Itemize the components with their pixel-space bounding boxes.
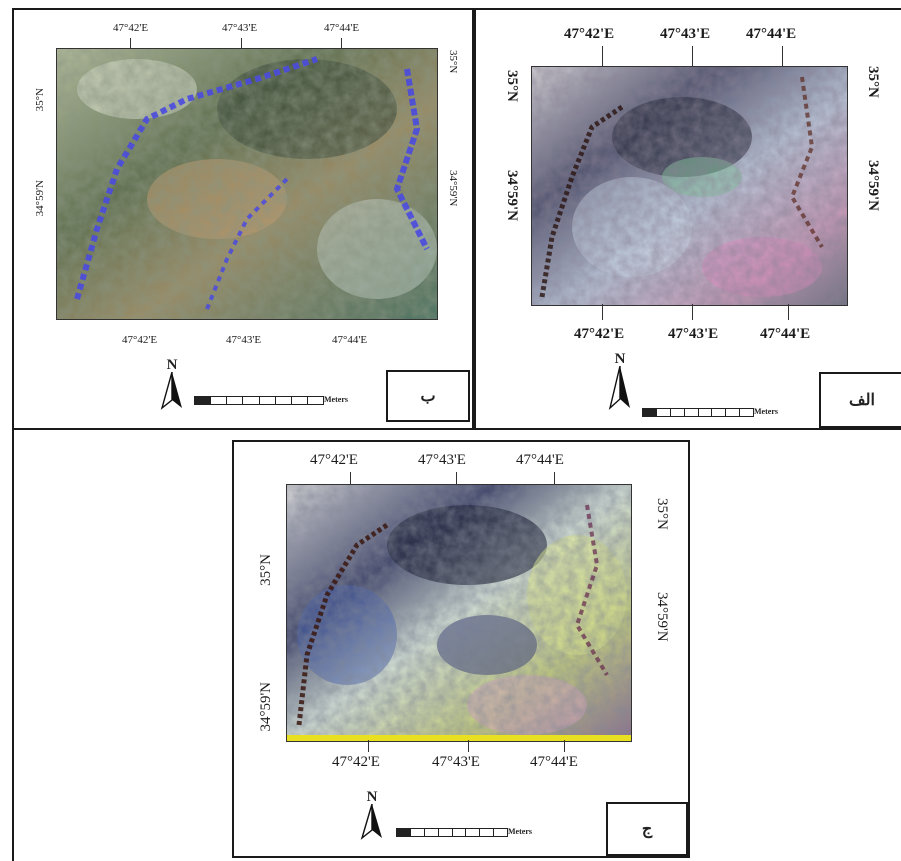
north-letter: N — [166, 357, 178, 373]
panel-label-b: ب — [386, 370, 470, 422]
scale-unit: Meters — [754, 407, 778, 416]
bottom-label-2: 47°43'E — [226, 334, 262, 346]
left-label-1: 35°N — [34, 88, 46, 112]
bottom-label-3: 47°44'E — [530, 754, 578, 770]
bottom-label-1: 47°42'E — [574, 326, 625, 342]
north-arrow-icon — [160, 371, 182, 410]
bottom-label-3: 47°44'E — [332, 334, 368, 346]
top-label-1: 47°42'E — [113, 22, 149, 34]
top-label-3: 47°44'E — [516, 452, 564, 468]
satellite-map-b — [56, 48, 438, 320]
right-label-2: 34°59'N — [654, 592, 670, 642]
left-label-2: 34°59'N — [504, 170, 520, 221]
satellite-map-jim — [286, 484, 632, 742]
north-arrow-alef: N — [608, 352, 632, 415]
top-label-2: 47°43'E — [660, 26, 711, 42]
bottom-label-1: 47°42'E — [332, 754, 380, 770]
left-label-1: 35°N — [258, 554, 274, 586]
north-letter: N — [366, 789, 378, 805]
top-label-1: 47°42'E — [564, 26, 615, 42]
north-arrow-icon — [608, 365, 630, 411]
bottom-label-3: 47°44'E — [760, 326, 811, 342]
north-arrow-icon — [360, 803, 382, 840]
panel-alef: 47°42'E 47°43'E 47°44'E — [474, 8, 901, 430]
panel-label-alef: الف — [819, 372, 901, 428]
scale-unit: Meters — [324, 395, 348, 404]
north-arrow-jim: N — [360, 790, 384, 845]
scale-bar-b — [194, 396, 324, 405]
top-label-1: 47°42'E — [310, 452, 358, 468]
panel-b: 47°42'E 47°43'E 47°44'E — [12, 8, 474, 430]
scale-bar-alef — [642, 408, 754, 417]
top-label-2: 47°43'E — [418, 452, 466, 468]
right-label-2: 34°59'N — [447, 170, 459, 207]
top-label-2: 47°43'E — [222, 22, 258, 34]
bottom-label-2: 47°43'E — [432, 754, 480, 770]
right-label-1: 35°N — [654, 498, 670, 530]
top-label-3: 47°44'E — [746, 26, 797, 42]
right-label-1: 35°N — [447, 50, 459, 74]
scale-bar-jim — [396, 828, 508, 837]
top-label-3: 47°44'E — [324, 22, 360, 34]
scale-unit: Meters — [508, 827, 532, 836]
north-arrow-b: N — [160, 358, 184, 415]
right-label-2: 34°59'N — [865, 160, 881, 211]
left-frame-line — [12, 430, 14, 861]
panel-jim: 47°42'E 47°43'E 47°44'E — [232, 440, 690, 858]
satellite-map-alef — [531, 66, 848, 306]
right-label-1: 35°N — [865, 66, 881, 98]
left-label-2: 34°59'N — [34, 180, 46, 217]
bottom-label-1: 47°42'E — [122, 334, 158, 346]
north-letter: N — [614, 351, 626, 367]
left-label-1: 35°N — [504, 70, 520, 102]
panel-label-jim: ج — [606, 802, 688, 856]
left-label-2: 34°59'N — [258, 682, 274, 732]
bottom-label-2: 47°43'E — [668, 326, 719, 342]
